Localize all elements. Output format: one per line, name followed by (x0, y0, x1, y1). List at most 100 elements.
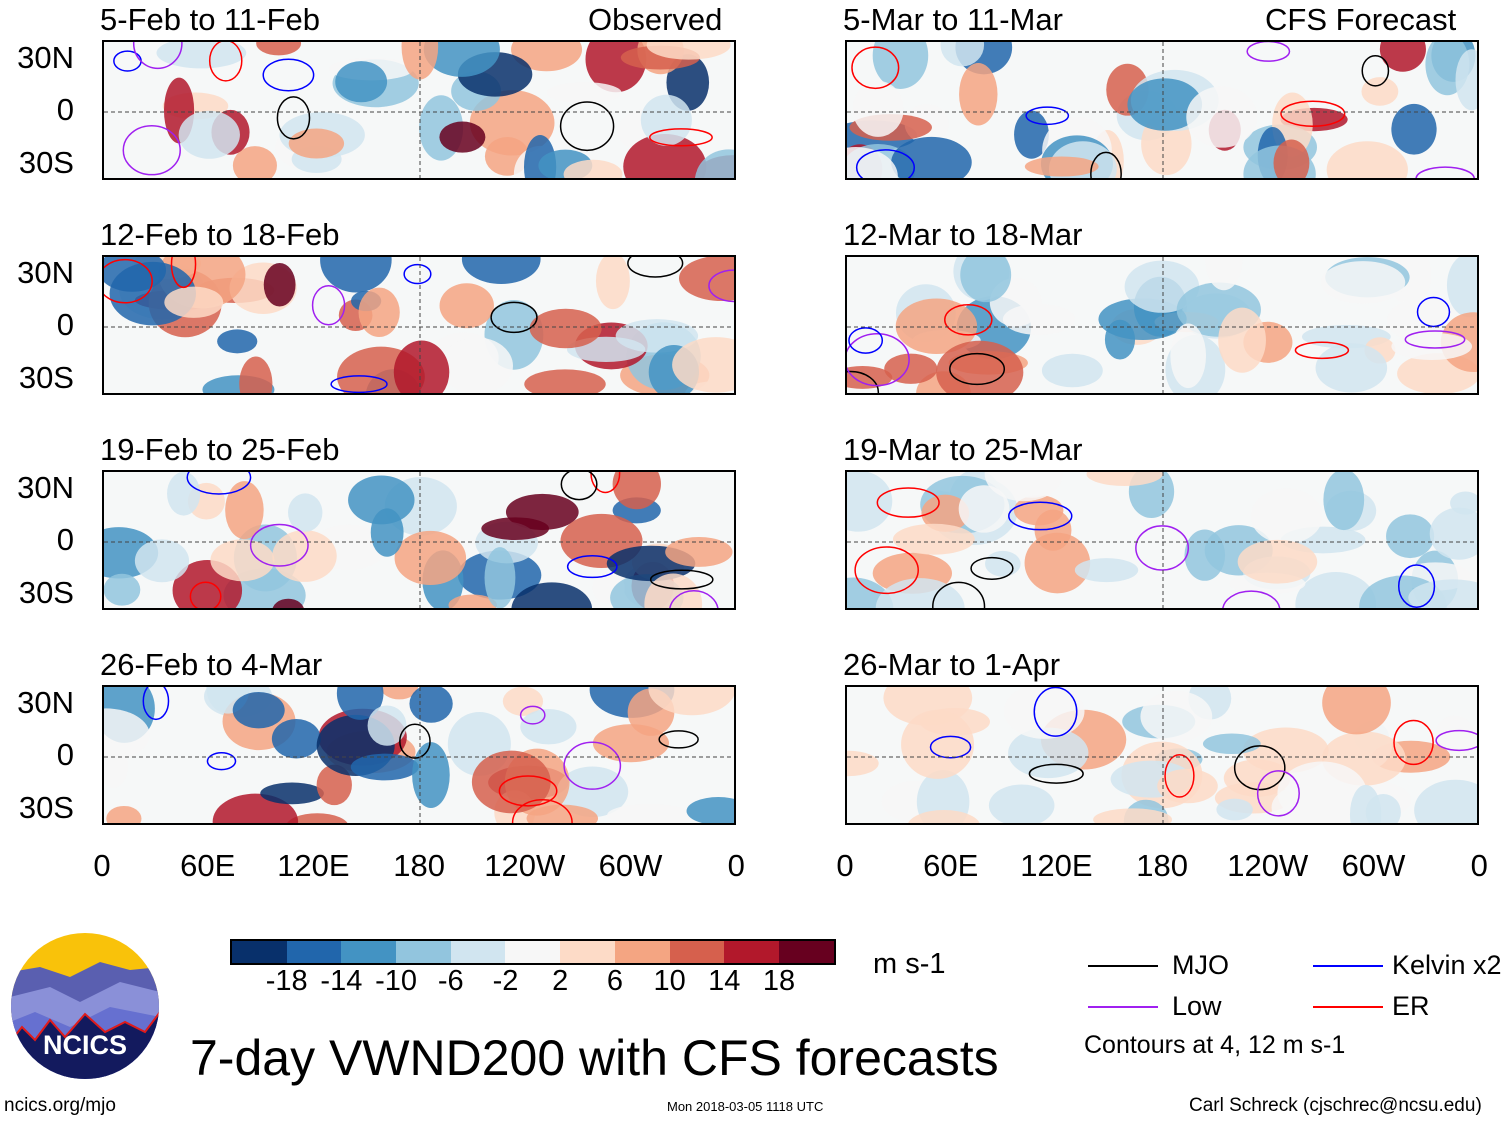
panel-title: 12-Mar to 18-Mar (843, 217, 1083, 252)
wind-anomaly-shading (892, 523, 975, 555)
wind-anomaly-shading (1216, 798, 1253, 821)
wind-anomaly-shading (316, 764, 352, 806)
colorbar-label: 10 (653, 965, 686, 997)
colorbar-swatch (232, 941, 287, 963)
wind-anomaly-shading (394, 530, 467, 586)
wind-anomaly-shading (686, 797, 734, 823)
wind-anomaly-shading (1218, 307, 1266, 373)
wave-contour (1416, 296, 1451, 328)
wave-contour (330, 375, 388, 393)
wind-anomaly-shading (695, 149, 734, 178)
lat-tick-label: 30S (18, 145, 74, 180)
map-panel (102, 685, 736, 825)
map-panel (845, 685, 1479, 825)
wind-anomaly-shading (210, 539, 275, 582)
wind-anomaly-shading (847, 472, 893, 532)
colorbar-swatch (286, 941, 342, 963)
wind-anomaly-shading (921, 494, 970, 532)
wind-anomaly-shading (401, 42, 439, 80)
wind-anomaly-shading (217, 329, 258, 354)
wave-contour (1397, 564, 1436, 608)
wind-anomaly-shading (940, 42, 985, 67)
wind-anomaly-shading (1024, 532, 1091, 594)
wave-contour (708, 269, 734, 303)
wave-contour (276, 96, 311, 140)
wave-contour (122, 124, 181, 176)
colorbar-swatch (724, 941, 779, 963)
wind-anomaly-shading (648, 687, 734, 716)
wind-anomaly-shading (872, 42, 929, 89)
figure-title: 7-day VWND200 with CFS forecasts (190, 1030, 999, 1086)
wind-anomaly-shading (678, 257, 734, 302)
wind-anomaly-shading (875, 578, 965, 608)
wind-anomaly-shading (481, 517, 550, 540)
wave-contour (519, 705, 546, 725)
colorbar-units: m s-1 (873, 948, 946, 980)
colorbar (230, 939, 836, 965)
panel-title: 26-Feb to 4-Mar (100, 647, 323, 682)
wind-anomaly-shading (511, 42, 583, 72)
wind-anomaly-shading (592, 724, 670, 763)
map-panel (102, 40, 736, 180)
wind-anomaly-shading (1184, 529, 1226, 581)
legend-label-er: ER (1392, 991, 1430, 1021)
wave-contour (932, 581, 986, 608)
wind-anomaly-shading (335, 61, 388, 103)
map-panel (845, 470, 1479, 610)
lon-tick-label: 180 (393, 848, 445, 883)
colorbar-swatch (778, 941, 834, 963)
wind-anomaly-shading (358, 287, 400, 338)
wind-anomaly-shading (1277, 761, 1367, 823)
lon-tick-label: 0 (836, 848, 854, 883)
wind-anomaly-shading (1365, 793, 1401, 823)
wind-anomaly-shading (1170, 323, 1207, 389)
logo-text: NCICS (43, 1030, 127, 1060)
panel-title: 12-Feb to 18-Feb (100, 217, 340, 252)
colorbar-swatch (341, 941, 397, 963)
panel-title: 5-Mar to 11-Mar (843, 2, 1063, 37)
wave-contour (560, 472, 598, 501)
wind-anomaly-shading (1014, 110, 1049, 159)
colorbar-label: -10 (375, 965, 418, 997)
colorbar-label: -6 (437, 965, 464, 997)
wind-anomaly-shading (612, 472, 661, 510)
wind-anomaly-shading (288, 493, 323, 532)
wave-contour (132, 42, 183, 70)
wind-anomaly-shading (640, 94, 692, 146)
wind-anomaly-shading (502, 687, 544, 716)
wind-anomaly-shading (260, 782, 324, 805)
wind-anomaly-shading (134, 539, 190, 583)
wind-anomaly-shading (367, 705, 407, 746)
lat-tick-label: 30S (18, 360, 74, 395)
wind-anomaly-shading (239, 356, 273, 393)
wave-contour (189, 581, 222, 608)
lon-tick-label: 60W (1341, 848, 1406, 883)
lon-tick-label: 120W (1227, 848, 1309, 883)
wind-anomaly-shading (1104, 319, 1136, 360)
wave-contour (949, 352, 1006, 386)
wind-anomaly-shading (393, 340, 450, 393)
wave-contour (262, 58, 315, 92)
wave-contour (1246, 42, 1291, 62)
panel-title: 19-Mar to 25-Mar (843, 432, 1083, 467)
footer-url[interactable]: ncics.org/mjo (4, 1095, 116, 1116)
wind-anomaly-shading (439, 283, 494, 329)
wind-anomaly-shading (1250, 488, 1323, 544)
wave-contour (1135, 525, 1190, 571)
wave-contour (854, 546, 919, 595)
lon-tick-label: 0 (727, 848, 745, 883)
wave-contour (855, 149, 916, 178)
colorbar-label: -18 (265, 965, 308, 997)
lon-tick-label: 120E (1020, 848, 1093, 883)
wave-contour (399, 723, 431, 759)
colorbar-label: 6 (606, 965, 623, 997)
wind-anomaly-shading (672, 337, 734, 393)
wind-anomaly-shading (1379, 42, 1426, 72)
wave-contour (1393, 719, 1434, 766)
wind-anomaly-shading (167, 472, 201, 516)
lon-tick-label: 0 (1470, 848, 1488, 883)
wind-anomaly-shading (884, 353, 938, 384)
wind-anomaly-shading (1391, 332, 1473, 360)
wind-anomaly-shading (1386, 514, 1435, 559)
wave-contour (851, 46, 900, 90)
